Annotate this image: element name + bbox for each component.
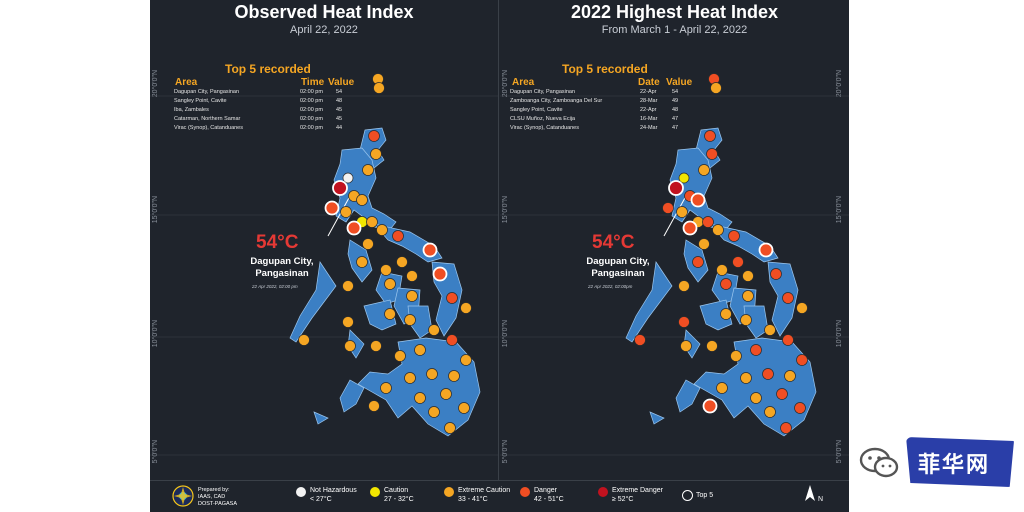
col-value: Value bbox=[666, 77, 693, 88]
prepared-by-line: DOST-PAGASA bbox=[198, 501, 238, 507]
pagasa-logo bbox=[172, 485, 194, 507]
col-value: Value bbox=[328, 77, 355, 88]
callout-date: 22 Apr 2022, 02:00pm bbox=[588, 284, 633, 289]
top5-row-date: 28-Mar bbox=[640, 98, 658, 104]
callout-temperature: 54°C bbox=[256, 232, 299, 253]
watermark-badge bbox=[906, 437, 1014, 487]
top5-row-value: 47 bbox=[672, 116, 679, 122]
callout-province: Pangasinan bbox=[255, 268, 309, 279]
wechat-icon bbox=[859, 447, 899, 478]
top5-row-area: Catarman, Northern Samar bbox=[174, 116, 241, 122]
legend-label: Danger bbox=[534, 487, 557, 494]
top5-row-area: Sangley Point, Cavite bbox=[174, 98, 227, 104]
legend-swatch bbox=[444, 487, 454, 497]
legend-label: Caution bbox=[384, 487, 409, 494]
top5-row-date: 22-Apr bbox=[640, 107, 657, 113]
top5-row-value: 54 bbox=[672, 89, 679, 95]
top5-row-area: Iba, Zambales bbox=[174, 107, 209, 113]
top5-row-time: 02:00 pm bbox=[300, 98, 323, 104]
legend-item-not-hazardous: Not Hazardous < 27°C bbox=[296, 486, 357, 504]
panel-title: Observed Heat Index bbox=[234, 2, 414, 22]
top5-row-area: Virac (Synop), Catanduanes bbox=[510, 125, 579, 131]
philippines-map bbox=[150, 73, 498, 456]
callout-city-name: Dagupan City, bbox=[250, 256, 314, 267]
legend-item-caution: Caution 27 - 32°C bbox=[370, 486, 414, 504]
panel-subtitle: April 22, 2022 bbox=[290, 24, 358, 36]
top5-row-area: Dagupan City, Pangasinan bbox=[510, 89, 576, 95]
legend-item-top5: Top 5 bbox=[682, 490, 714, 501]
top5-title: Top 5 recorded bbox=[562, 62, 648, 76]
legend-range: 27 - 32°C bbox=[384, 496, 414, 503]
heat-index-infographic: Observed Heat Index April 22, 2022 20°0'… bbox=[150, 0, 849, 512]
top5-row-area: Zamboanga City, Zamboanga Del Sur bbox=[510, 98, 603, 104]
panel-subtitle: From March 1 - April 22, 2022 bbox=[601, 24, 748, 36]
top5-row-date: 22-Apr bbox=[640, 89, 657, 95]
station-markers bbox=[634, 73, 808, 434]
col-area: Area bbox=[512, 77, 535, 88]
top5-row-value: 45 bbox=[336, 116, 343, 122]
legend-swatch bbox=[598, 487, 608, 497]
watermark-text: 菲华网 bbox=[918, 453, 991, 478]
top5-row-time: 02:00 pm bbox=[300, 116, 323, 122]
top5-row-date: 24-Mar bbox=[640, 125, 658, 131]
legend-item-extreme-danger: Extreme Danger ≥ 52°C bbox=[598, 486, 663, 504]
legend-item-extreme-caution: Extreme Caution 33 - 41°C bbox=[444, 486, 511, 504]
legend-range: 42 - 51°C bbox=[534, 496, 564, 503]
callout-city: Dagupan City, Pangasinan bbox=[242, 256, 322, 280]
prepared-by: Prepared by: IAAS, CAD DOST-PAGASA bbox=[198, 487, 237, 508]
legend-swatch bbox=[520, 487, 530, 497]
top5-row-value: 49 bbox=[672, 98, 679, 104]
legend-swatch bbox=[370, 487, 380, 497]
top5-row-time: 02:00 pm bbox=[300, 125, 323, 131]
north-arrow: N bbox=[804, 485, 823, 503]
north-label: N bbox=[817, 496, 824, 503]
top5-row-value: 45 bbox=[336, 107, 343, 113]
site-watermark: 菲华网 bbox=[858, 433, 1018, 491]
callout-province: Pangasinan bbox=[591, 268, 645, 279]
legend-range: 33 - 41°C bbox=[458, 496, 488, 503]
top5-row-time: 02:00 pm bbox=[300, 107, 323, 113]
observed-heat-index-panel: Observed Heat Index April 22, 2022 20°0'… bbox=[150, 0, 499, 480]
panel-title: 2022 Highest Heat Index bbox=[570, 2, 779, 22]
top5-row-time: 02:00 pm bbox=[300, 89, 323, 95]
map-legend: Prepared by: IAAS, CAD DOST-PAGASA Not H… bbox=[150, 480, 849, 512]
top5-row-area: CLSU Muñoz, Nueva Ecija bbox=[510, 116, 576, 122]
top5-row-area: Virac (Synop), Catanduanes bbox=[174, 125, 243, 131]
legend-range: < 27°C bbox=[310, 496, 332, 503]
prepared-by-line: Prepared by: bbox=[198, 487, 230, 493]
highest-heat-index-panel: 2022 Highest Heat Index From March 1 - A… bbox=[500, 0, 849, 480]
col-date: Date bbox=[638, 77, 660, 88]
col-time: Time bbox=[301, 77, 325, 88]
legend-label: Top 5 bbox=[696, 492, 714, 499]
legend-label: Extreme Caution bbox=[458, 487, 511, 494]
legend-label: Not Hazardous bbox=[310, 487, 357, 494]
prepared-by-line: IAAS, CAD bbox=[198, 494, 226, 500]
top5-row-value: 48 bbox=[336, 98, 343, 104]
top5-row-value: 48 bbox=[672, 107, 679, 113]
col-area: Area bbox=[175, 77, 198, 88]
top5-row-date: 16-Mar bbox=[640, 116, 658, 122]
top5-row-value: 54 bbox=[336, 89, 343, 95]
callout-city-name: Dagupan City, bbox=[586, 256, 650, 267]
callout-city: Dagupan City, Pangasinan bbox=[578, 256, 658, 280]
top5-title: Top 5 recorded bbox=[225, 62, 311, 76]
legend-label: Extreme Danger bbox=[612, 487, 663, 494]
top5-row-area: Dagupan City, Pangasinan bbox=[174, 89, 240, 95]
top5-row-area: Sangley Point, Cavite bbox=[510, 107, 563, 113]
north-arrow-icon bbox=[805, 485, 815, 501]
legend-swatch bbox=[296, 487, 306, 497]
legend-item-danger: Danger 42 - 51°C bbox=[520, 486, 564, 504]
callout-temperature: 54°C bbox=[592, 232, 635, 253]
legend-range: ≥ 52°C bbox=[612, 496, 634, 503]
station-markers bbox=[298, 73, 472, 434]
philippines-map bbox=[500, 73, 849, 456]
top5-row-value: 47 bbox=[672, 125, 679, 131]
top5-row-value: 44 bbox=[336, 125, 343, 131]
legend-swatch bbox=[682, 490, 693, 501]
callout-date: 22 Apr 2022, 02:00 pm bbox=[252, 284, 298, 289]
